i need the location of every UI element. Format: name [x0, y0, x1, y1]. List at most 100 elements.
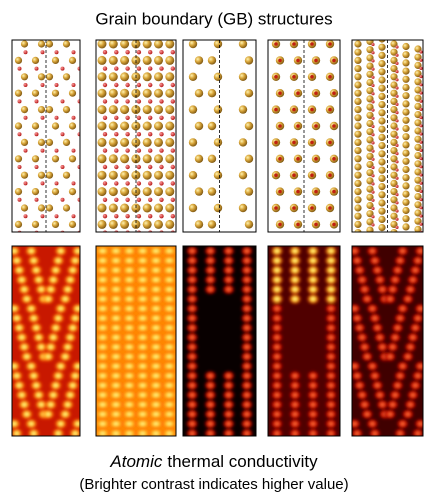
- oxygen-atom: [103, 50, 107, 54]
- oxygen-atom: [419, 132, 422, 135]
- metal-atom: [15, 90, 22, 97]
- oxygen-atom: [371, 117, 374, 120]
- metal-atom: [32, 57, 39, 64]
- oxygen-atom: [125, 50, 129, 54]
- oxygen-atom: [395, 201, 398, 204]
- figure: Grain boundary (GB) structures Atomicthe…: [0, 0, 428, 496]
- oxygen-atom: [137, 66, 141, 70]
- metal-atom: [63, 139, 70, 146]
- oxygen-atom: [61, 67, 65, 71]
- oxygen-atom: [137, 181, 141, 185]
- oxygen-atom: [103, 148, 107, 152]
- oxygen-atom: [395, 218, 398, 221]
- oxygen-atom: [41, 181, 45, 185]
- metal-atom: [69, 57, 76, 64]
- metal-atom: [402, 133, 409, 140]
- metal-atom: [390, 229, 397, 236]
- oxygen-atom: [371, 59, 374, 62]
- oxygen-atom: [159, 214, 163, 218]
- oxygen-atom: [419, 190, 422, 193]
- metal-atom: [354, 188, 361, 195]
- oxygen-atom: [419, 83, 422, 86]
- oxygen-atom: [114, 165, 118, 169]
- oxygen-atom: [395, 86, 398, 89]
- metal-atom: [98, 89, 107, 98]
- oxygen-atom: [125, 132, 129, 136]
- metal-atom: [21, 172, 28, 179]
- metal-atom: [143, 187, 152, 196]
- metal-atom: [214, 138, 222, 146]
- metal-atom: [38, 106, 45, 113]
- metal-atom: [378, 126, 385, 133]
- heatmap-panel: [348, 245, 428, 439]
- oxygen-atom: [395, 119, 398, 122]
- glow: [270, 427, 284, 439]
- atom-core: [296, 124, 300, 128]
- glow: [393, 427, 407, 439]
- oxygen-atom: [125, 165, 129, 169]
- metal-atom: [98, 220, 107, 229]
- oxygen-atom: [24, 83, 28, 87]
- metal-atom: [165, 56, 174, 65]
- oxygen-atom: [171, 214, 175, 218]
- metal-atom: [195, 89, 203, 97]
- oxygen-atom: [159, 132, 163, 136]
- metal-atom: [402, 141, 409, 148]
- atom-core: [328, 42, 332, 46]
- metal-atom: [98, 56, 107, 65]
- oxygen-atom: [114, 198, 118, 202]
- oxygen-atom: [41, 116, 45, 120]
- metal-atom: [378, 109, 385, 116]
- oxygen-atom: [125, 83, 129, 87]
- metal-atom: [378, 224, 385, 231]
- structure-panel: [96, 40, 176, 235]
- oxygen-atom: [371, 158, 374, 161]
- metal-atom: [120, 204, 129, 213]
- metal-atom: [402, 191, 409, 198]
- metal-atom: [402, 51, 409, 58]
- metal-atom: [354, 163, 361, 170]
- glow: [383, 408, 397, 420]
- metal-atom: [214, 204, 222, 212]
- structure-panel: [183, 40, 256, 232]
- oxygen-atom: [171, 181, 175, 185]
- atom-core: [292, 173, 296, 177]
- metal-atom: [354, 73, 361, 80]
- metal-atom: [120, 171, 129, 180]
- oxygen-atom: [114, 181, 118, 185]
- metal-atom: [402, 59, 409, 66]
- oxygen-atom: [159, 148, 163, 152]
- metal-atom: [354, 40, 361, 47]
- metal-atom: [120, 72, 129, 81]
- metal-atom: [245, 155, 253, 163]
- oxygen-atom: [419, 157, 422, 160]
- caption: Atomicthermal conductivity: [109, 452, 318, 471]
- oxygen-atom: [18, 198, 22, 202]
- metal-atom: [21, 106, 28, 113]
- metal-atom: [120, 138, 129, 147]
- metal-atom: [109, 89, 118, 98]
- oxygen-atom: [371, 141, 374, 144]
- oxygen-atom: [41, 149, 45, 153]
- oxygen-atom: [35, 132, 39, 136]
- oxygen-atom: [159, 165, 163, 169]
- metal-atom: [208, 187, 216, 195]
- metal-atom: [143, 105, 152, 114]
- metal-atom: [109, 220, 118, 229]
- metal-atom: [154, 171, 163, 180]
- atom-core: [292, 108, 296, 112]
- atom-core: [328, 108, 332, 112]
- oxygen-atom: [24, 116, 28, 120]
- metal-atom: [378, 52, 385, 59]
- atom-core: [292, 42, 296, 46]
- oxygen-atom: [395, 78, 398, 81]
- metal-atom: [143, 122, 152, 131]
- metal-atom: [154, 56, 163, 65]
- atom-core: [328, 173, 332, 177]
- glow: [324, 427, 338, 439]
- atom-core: [296, 190, 300, 194]
- metal-atom: [52, 122, 59, 129]
- metal-atom: [46, 40, 53, 47]
- metal-atom: [195, 155, 203, 163]
- metal-atom: [195, 122, 203, 130]
